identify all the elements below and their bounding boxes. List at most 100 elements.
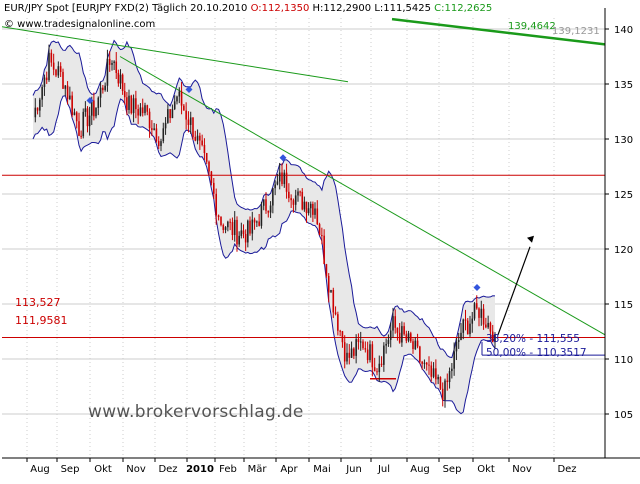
candle-body — [90, 100, 93, 116]
candle-body — [469, 323, 471, 335]
candle-body — [183, 105, 185, 111]
candle-body — [95, 107, 97, 117]
candle-body — [380, 363, 383, 365]
fib-38-label: 38,20% - 111,555 — [486, 333, 580, 345]
candle-body — [439, 376, 442, 389]
candle-body — [262, 199, 265, 206]
candle-body — [387, 339, 390, 344]
signal-marker — [473, 284, 481, 291]
candle-body — [369, 344, 371, 361]
candle-body — [392, 316, 394, 331]
candle-body — [359, 341, 362, 343]
x-tick-label: Jul — [377, 464, 390, 475]
y-tick-label: 105 — [614, 410, 633, 421]
candle-body — [41, 86, 43, 100]
candle-body — [425, 362, 428, 365]
candle-body — [432, 368, 435, 377]
candle-body — [288, 191, 290, 199]
header-high: H:112,2900 — [312, 3, 372, 14]
candle-body — [164, 122, 167, 129]
header-period: Täglich — [152, 3, 187, 14]
watermark-text: www.brokervorschlag.de — [88, 402, 304, 422]
candle-body — [227, 221, 229, 228]
candle-body — [139, 107, 142, 116]
candle-body — [401, 326, 403, 343]
candle-body — [339, 330, 341, 332]
candle-body — [290, 198, 292, 201]
forecast-arrow-line — [497, 246, 531, 336]
y-tick-label: 115 — [614, 300, 633, 311]
candle-body — [231, 222, 234, 236]
x-tick-label: Sep — [61, 464, 80, 475]
candle-body — [487, 322, 489, 328]
candle-body — [130, 95, 133, 114]
candle-body — [321, 235, 323, 237]
candle-body — [162, 128, 165, 142]
candle-body — [389, 330, 392, 340]
candle-body — [75, 112, 78, 122]
candle-body — [357, 339, 360, 342]
candle-body — [491, 331, 494, 343]
candle-body — [45, 77, 48, 81]
candle-body — [93, 100, 95, 117]
candle-body — [160, 141, 162, 147]
candle-body — [205, 153, 208, 162]
candle-body — [64, 85, 67, 89]
candle-body — [194, 136, 197, 141]
forecast-arrow-head — [527, 235, 534, 243]
candle-body — [435, 368, 437, 380]
candle-body — [485, 324, 487, 328]
candle-body — [376, 371, 378, 373]
candle-body — [141, 107, 144, 114]
bollinger-lower — [32, 95, 496, 415]
candle-body — [135, 98, 137, 110]
candle-body — [305, 201, 308, 214]
candle-body — [294, 195, 297, 205]
candle-body — [285, 172, 288, 192]
y-tick-label: 125 — [614, 190, 633, 201]
x-tick-label: 2010 — [186, 464, 214, 475]
y-tick-label: 130 — [614, 135, 633, 146]
candle-body — [55, 69, 57, 76]
candle-body — [258, 221, 260, 226]
candle-body — [419, 346, 421, 362]
candle-body — [189, 117, 192, 125]
candle-body — [446, 380, 449, 383]
candle-body — [167, 109, 169, 123]
candle-body — [99, 87, 102, 98]
candle-body — [238, 235, 240, 245]
candle-body — [405, 334, 408, 341]
candle-body — [428, 364, 430, 366]
candle-body — [251, 219, 254, 234]
candle-body — [180, 91, 183, 106]
candle-body — [242, 230, 245, 234]
candle-body — [398, 332, 401, 343]
candle-body — [224, 227, 227, 230]
candle-body — [220, 216, 222, 225]
candle-body — [283, 172, 286, 185]
candle-body — [203, 144, 206, 154]
candle-body — [104, 85, 106, 91]
candle-body — [185, 110, 187, 120]
candle-body — [59, 66, 62, 72]
candle-body — [176, 96, 178, 102]
x-tick-label: Aug — [30, 464, 50, 475]
candle-body — [307, 208, 310, 214]
candle-body — [451, 368, 453, 372]
candle-body — [208, 161, 210, 172]
header-low: L:111,5425 — [374, 3, 431, 14]
candle-body — [80, 135, 82, 137]
candle-body — [88, 115, 91, 127]
header-close: C:112,2625 — [434, 3, 493, 14]
candle-body — [269, 205, 272, 213]
candle-body — [421, 361, 423, 364]
label-111958: 111,9581 — [15, 314, 68, 327]
candle-body — [192, 117, 194, 137]
candle-body — [464, 319, 467, 321]
candle-body — [378, 363, 381, 373]
candle-body — [173, 101, 176, 110]
candle-body — [97, 97, 100, 108]
candle-body — [115, 61, 118, 73]
